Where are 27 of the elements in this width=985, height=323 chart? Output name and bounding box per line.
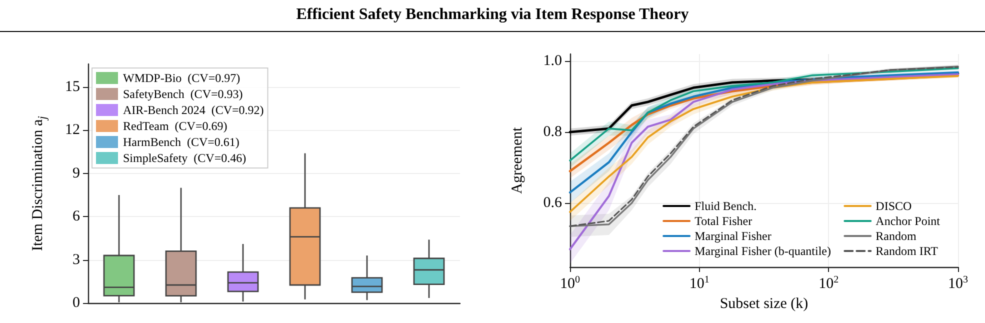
legend-label: WMDP-Bio (CV=0.97) xyxy=(123,71,240,85)
legend-label: SafetyBench (CV=0.93) xyxy=(123,87,243,101)
legend-label: AIR-Bench 2024 (CV=0.92) xyxy=(123,103,264,117)
y-tick-label: 15 xyxy=(65,79,80,96)
legend-label: Marginal Fisher xyxy=(694,229,772,243)
y-tick-label: 12 xyxy=(65,122,80,138)
y-tick-label: 0.6 xyxy=(543,195,562,212)
legend-label: Random IRT xyxy=(876,244,939,258)
text: Efficient Safety Benchmarking via Item Response Theory xyxy=(0,0,985,32)
legend-label: Fluid Bench. xyxy=(694,199,757,213)
legend-label: Total Fisher xyxy=(694,214,752,228)
legend-label: HarmBench (CV=0.61) xyxy=(123,135,240,149)
legend-label: Random xyxy=(876,229,917,243)
legend-label: Marginal Fisher (b-quantile) xyxy=(694,244,832,258)
y-axis-title: Item Discrimination aj xyxy=(30,115,49,251)
y-tick-label: 0.8 xyxy=(543,124,562,140)
y-axis-title: Agreement xyxy=(510,126,526,194)
y-tick-label: 9 xyxy=(72,165,80,182)
y-tick-label: 0 xyxy=(72,295,80,311)
legend-label: RedTeam (CV=0.69) xyxy=(123,119,228,133)
y-tick-label: 1.0 xyxy=(543,53,562,70)
y-tick-label: 3 xyxy=(72,252,80,268)
legend-label: SimpleSafety (CV=0.46) xyxy=(123,151,246,165)
legend-label: Anchor Point xyxy=(876,214,941,228)
y-tick-label: 6 xyxy=(72,208,80,225)
legend-label: DISCO xyxy=(876,199,912,213)
x-axis-title: Subset size (k) xyxy=(720,296,808,312)
